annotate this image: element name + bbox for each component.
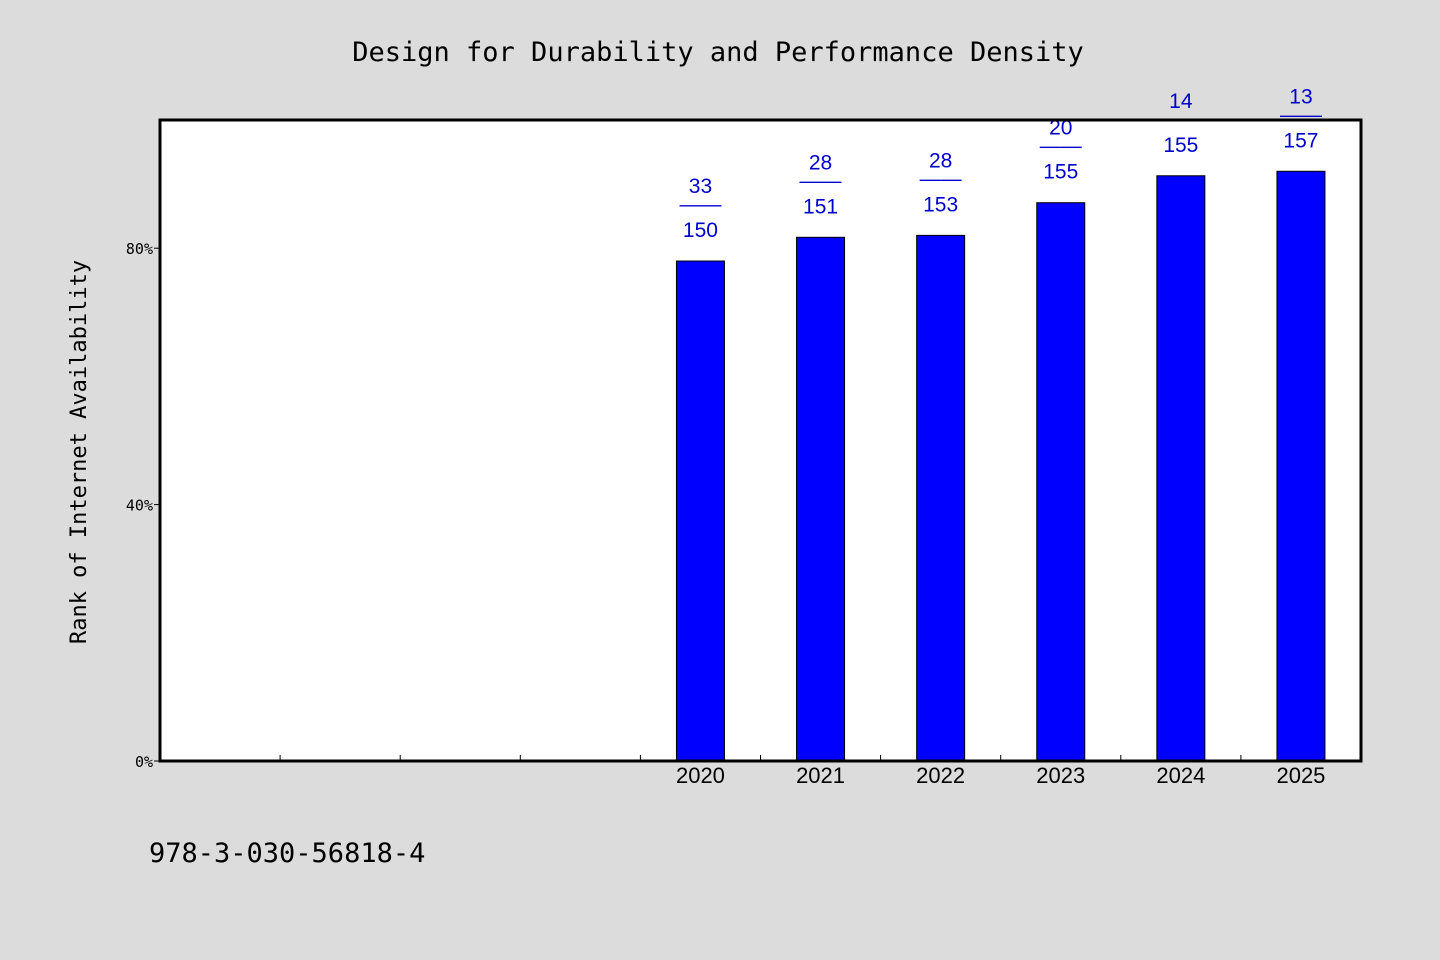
data-label-bottom: 155	[1163, 134, 1198, 157]
y-tick-label: 40%	[126, 497, 153, 515]
data-label-separator: ——	[920, 167, 962, 190]
plot-frame	[158, 118, 1363, 763]
data-label-separator: ——	[800, 169, 842, 192]
bar	[1036, 202, 1086, 762]
y-axis-label: Rank of Internet Availability	[67, 260, 92, 644]
isbn-text: 978-3-030-56818-4	[149, 838, 425, 869]
x-tick-label: 2022	[916, 763, 965, 788]
x-tick-label: 2020	[676, 763, 725, 788]
data-label-separator: ——	[1280, 103, 1322, 126]
bar	[1276, 170, 1326, 762]
data-label-bottom: 151	[803, 195, 838, 218]
x-tick-label: 2021	[796, 763, 845, 788]
data-label-top: 33	[689, 175, 712, 198]
data-label-top: 13	[1289, 85, 1312, 108]
data-label-top: 28	[929, 149, 952, 172]
x-tick-label: 2023	[1036, 763, 1085, 788]
bar	[675, 260, 725, 762]
chart-title: Design for Durability and Performance De…	[352, 37, 1084, 68]
data-label-bottom: 150	[683, 219, 718, 242]
data-label-top: 20	[1049, 117, 1072, 140]
data-label-top: 14	[1169, 90, 1193, 113]
bar	[796, 236, 846, 762]
bar	[916, 234, 966, 762]
data-label-bottom: 155	[1043, 161, 1078, 184]
data-label-separator: ——	[679, 193, 721, 216]
y-tick-label: 80%	[126, 240, 153, 258]
data-label-top: 28	[809, 151, 832, 174]
bar	[1156, 175, 1206, 762]
chart-marks: 0%40%80%33——150202028——151202128——153202…	[126, 85, 1326, 788]
data-label-separator: ——	[1040, 135, 1082, 158]
x-tick-label: 2025	[1276, 763, 1325, 788]
x-tick-label: 2024	[1156, 763, 1205, 788]
data-label-bottom: 153	[923, 193, 958, 216]
data-label-bottom: 157	[1283, 129, 1318, 152]
y-tick-label: 0%	[135, 753, 153, 771]
